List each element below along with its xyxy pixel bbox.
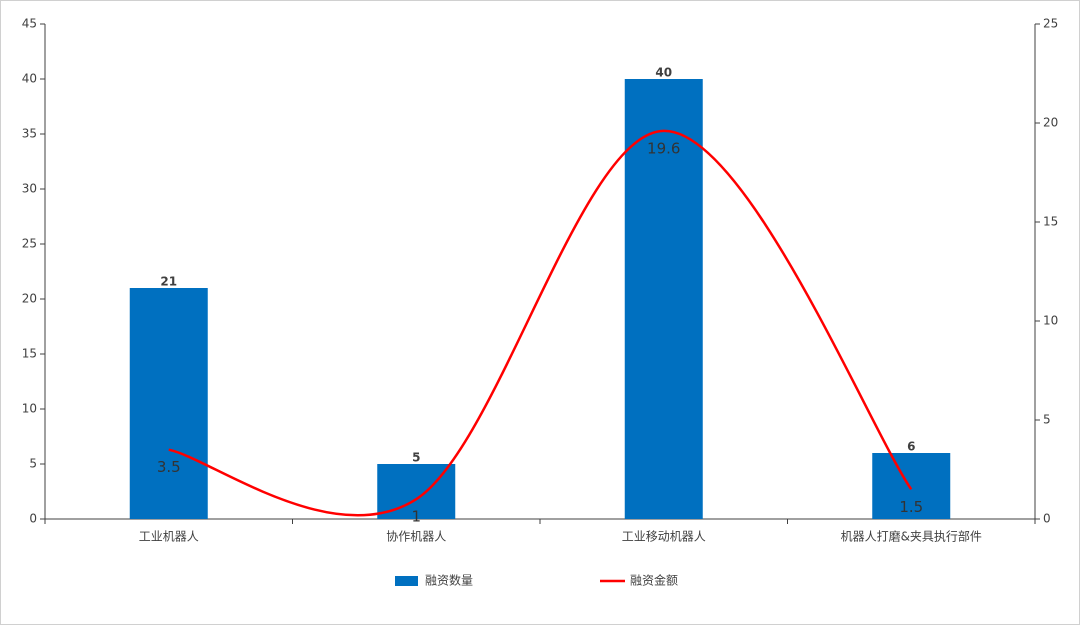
y2-tick-label: 25: [1043, 17, 1058, 31]
x-tick-label: 机器人打磨&夹具执行部件: [841, 529, 982, 544]
y-tick-label: 0: [29, 512, 37, 526]
y2-tick-label: 15: [1043, 215, 1058, 229]
y-tick-label: 15: [22, 347, 37, 361]
y-tick-label: 40: [22, 72, 37, 86]
y2-tick-label: 20: [1043, 116, 1058, 130]
y-tick-label: 10: [22, 402, 37, 416]
bar: [129, 288, 208, 519]
line-value-label: 1: [411, 508, 421, 526]
y-tick-label: 45: [22, 17, 37, 31]
bar-value-label: 6: [907, 440, 915, 454]
legend-label: 融资数量: [425, 573, 473, 588]
legend-swatch: [395, 576, 418, 586]
line: [168, 129, 913, 517]
y2-tick-label: 0: [1043, 512, 1051, 526]
bar-value-label: 40: [655, 66, 672, 80]
bar-value-label: 21: [160, 275, 177, 289]
line-value-label: 3.5: [157, 458, 181, 476]
bar: [872, 453, 951, 519]
line-value-label: 1.5: [899, 498, 923, 516]
y-tick-label: 20: [22, 292, 37, 306]
bar-value-label: 5: [412, 451, 420, 465]
y2-tick-label: 10: [1043, 314, 1058, 328]
x-tick-label: 协作机器人: [386, 529, 446, 544]
y-tick-label: 5: [29, 457, 37, 471]
y-tick-label: 25: [22, 237, 37, 251]
x-tick-label: 工业移动机器人: [622, 530, 706, 544]
y-tick-label: 30: [22, 182, 37, 196]
line-value-label: 19.6: [647, 139, 680, 157]
x-tick-label: 工业机器人: [139, 530, 199, 544]
bar: [624, 79, 703, 519]
y2-tick-label: 5: [1043, 413, 1051, 427]
y-tick-label: 35: [22, 127, 37, 141]
legend-label: 融资金额: [630, 573, 678, 588]
